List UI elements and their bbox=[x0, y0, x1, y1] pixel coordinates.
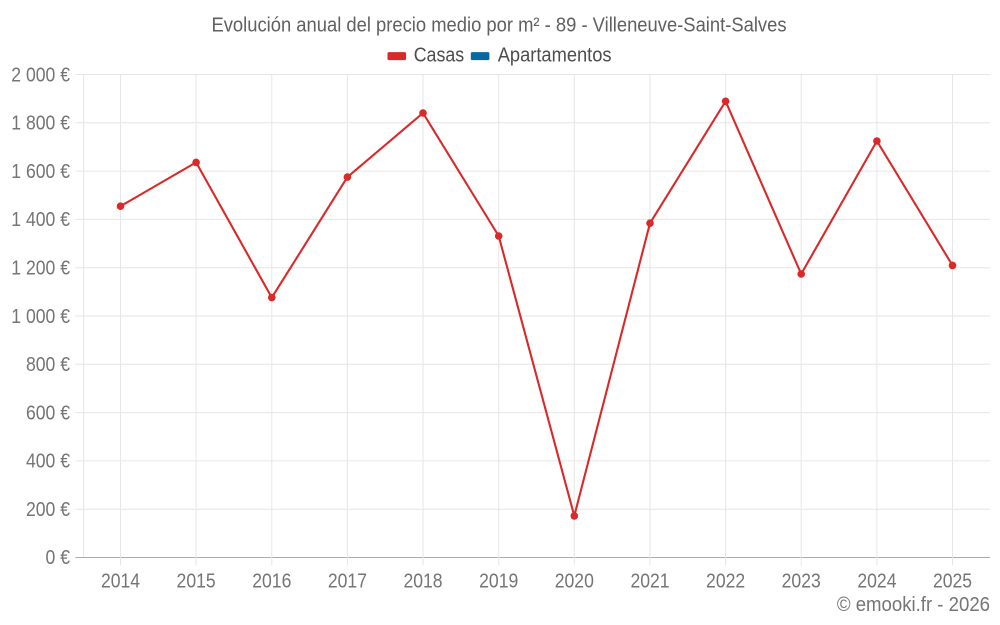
svg-text:2 000 €: 2 000 € bbox=[11, 63, 70, 85]
svg-text:2025: 2025 bbox=[933, 569, 972, 591]
svg-text:200 €: 200 € bbox=[26, 498, 71, 520]
svg-text:800 €: 800 € bbox=[26, 353, 71, 375]
svg-text:2019: 2019 bbox=[479, 569, 518, 591]
svg-text:© emooki.fr - 2026: © emooki.fr - 2026 bbox=[837, 594, 990, 616]
svg-text:1 200 €: 1 200 € bbox=[11, 256, 70, 278]
svg-text:Evolución anual del precio med: Evolución anual del precio medio por m² … bbox=[211, 15, 786, 37]
svg-text:2016: 2016 bbox=[252, 569, 291, 591]
svg-text:2024: 2024 bbox=[857, 569, 896, 591]
svg-text:2018: 2018 bbox=[403, 569, 442, 591]
svg-text:1 800 €: 1 800 € bbox=[11, 112, 70, 134]
svg-text:2017: 2017 bbox=[328, 569, 367, 591]
svg-text:2015: 2015 bbox=[177, 569, 216, 591]
svg-text:2022: 2022 bbox=[706, 569, 745, 591]
svg-text:Apartamentos: Apartamentos bbox=[498, 45, 612, 67]
svg-text:400 €: 400 € bbox=[26, 450, 71, 472]
svg-text:2023: 2023 bbox=[782, 569, 821, 591]
svg-text:2021: 2021 bbox=[630, 569, 669, 591]
svg-text:1 400 €: 1 400 € bbox=[11, 208, 70, 230]
svg-text:1 600 €: 1 600 € bbox=[11, 160, 70, 182]
svg-text:600 €: 600 € bbox=[26, 401, 71, 423]
svg-text:1 000 €: 1 000 € bbox=[11, 305, 70, 327]
svg-text:Casas: Casas bbox=[414, 45, 464, 67]
svg-text:2014: 2014 bbox=[101, 569, 140, 591]
svg-text:2020: 2020 bbox=[555, 569, 594, 591]
svg-text:0 €: 0 € bbox=[46, 546, 71, 568]
